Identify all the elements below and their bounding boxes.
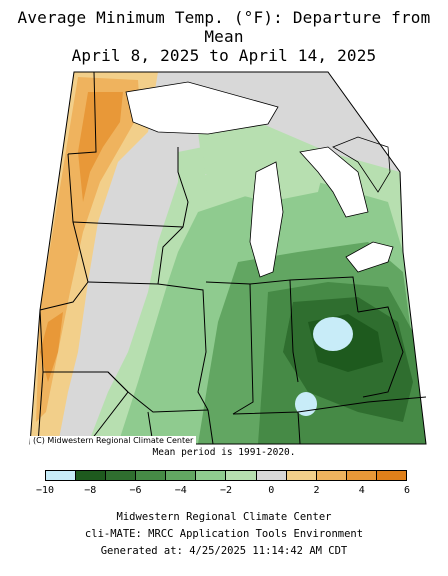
legend-tick-label: 6 (403, 485, 411, 496)
legend-tick-label: 2 (313, 485, 320, 496)
legend-swatch (76, 471, 107, 480)
legend-tick-label: 0 (268, 485, 275, 496)
legend-swatch (346, 471, 377, 480)
map-copyright: (C) Midwestern Regional Climate Center (30, 436, 197, 445)
legend-tick-label: −10 (35, 485, 55, 496)
legend-tick-label: 4 (358, 485, 365, 496)
legend-tick-label: −2 (219, 485, 233, 496)
footer-line-1: Midwestern Regional Climate Center (116, 511, 332, 523)
map-title: Average Minimum Temp. (°F): Departure fr… (0, 8, 448, 65)
color-legend: −10 −8 −6 −4 −2 0 2 4 6 (36, 470, 411, 500)
legend-swatch (376, 471, 406, 480)
legend-swatch (256, 471, 287, 480)
legend-swatch (106, 471, 137, 480)
temperature-departure-map (28, 52, 428, 447)
footer-line-3: Generated at: 4/25/2025 11:14:42 AM CDT (100, 545, 348, 557)
state-boundaries (29, 71, 427, 445)
title-line-1: Average Minimum Temp. (°F): Departure fr… (17, 8, 431, 46)
legend-swatch (286, 471, 317, 480)
legend-color-bar (45, 470, 407, 481)
legend-swatch (196, 471, 227, 480)
legend-tick-label: −8 (84, 485, 97, 496)
legend-swatch (226, 471, 257, 480)
title-line-2: April 8, 2025 to April 14, 2025 (71, 46, 377, 65)
legend-swatch (46, 471, 77, 480)
legend-tick-label: −4 (174, 485, 187, 496)
legend-swatch (136, 471, 167, 480)
footer-line-2: cli-MATE: MRCC Application Tools Environ… (84, 528, 364, 540)
legend-swatch (316, 471, 347, 480)
mean-period-note: Mean period is 1991-2020. (152, 447, 296, 458)
legend-tick-label: −6 (129, 485, 142, 496)
legend-swatch (166, 471, 197, 480)
